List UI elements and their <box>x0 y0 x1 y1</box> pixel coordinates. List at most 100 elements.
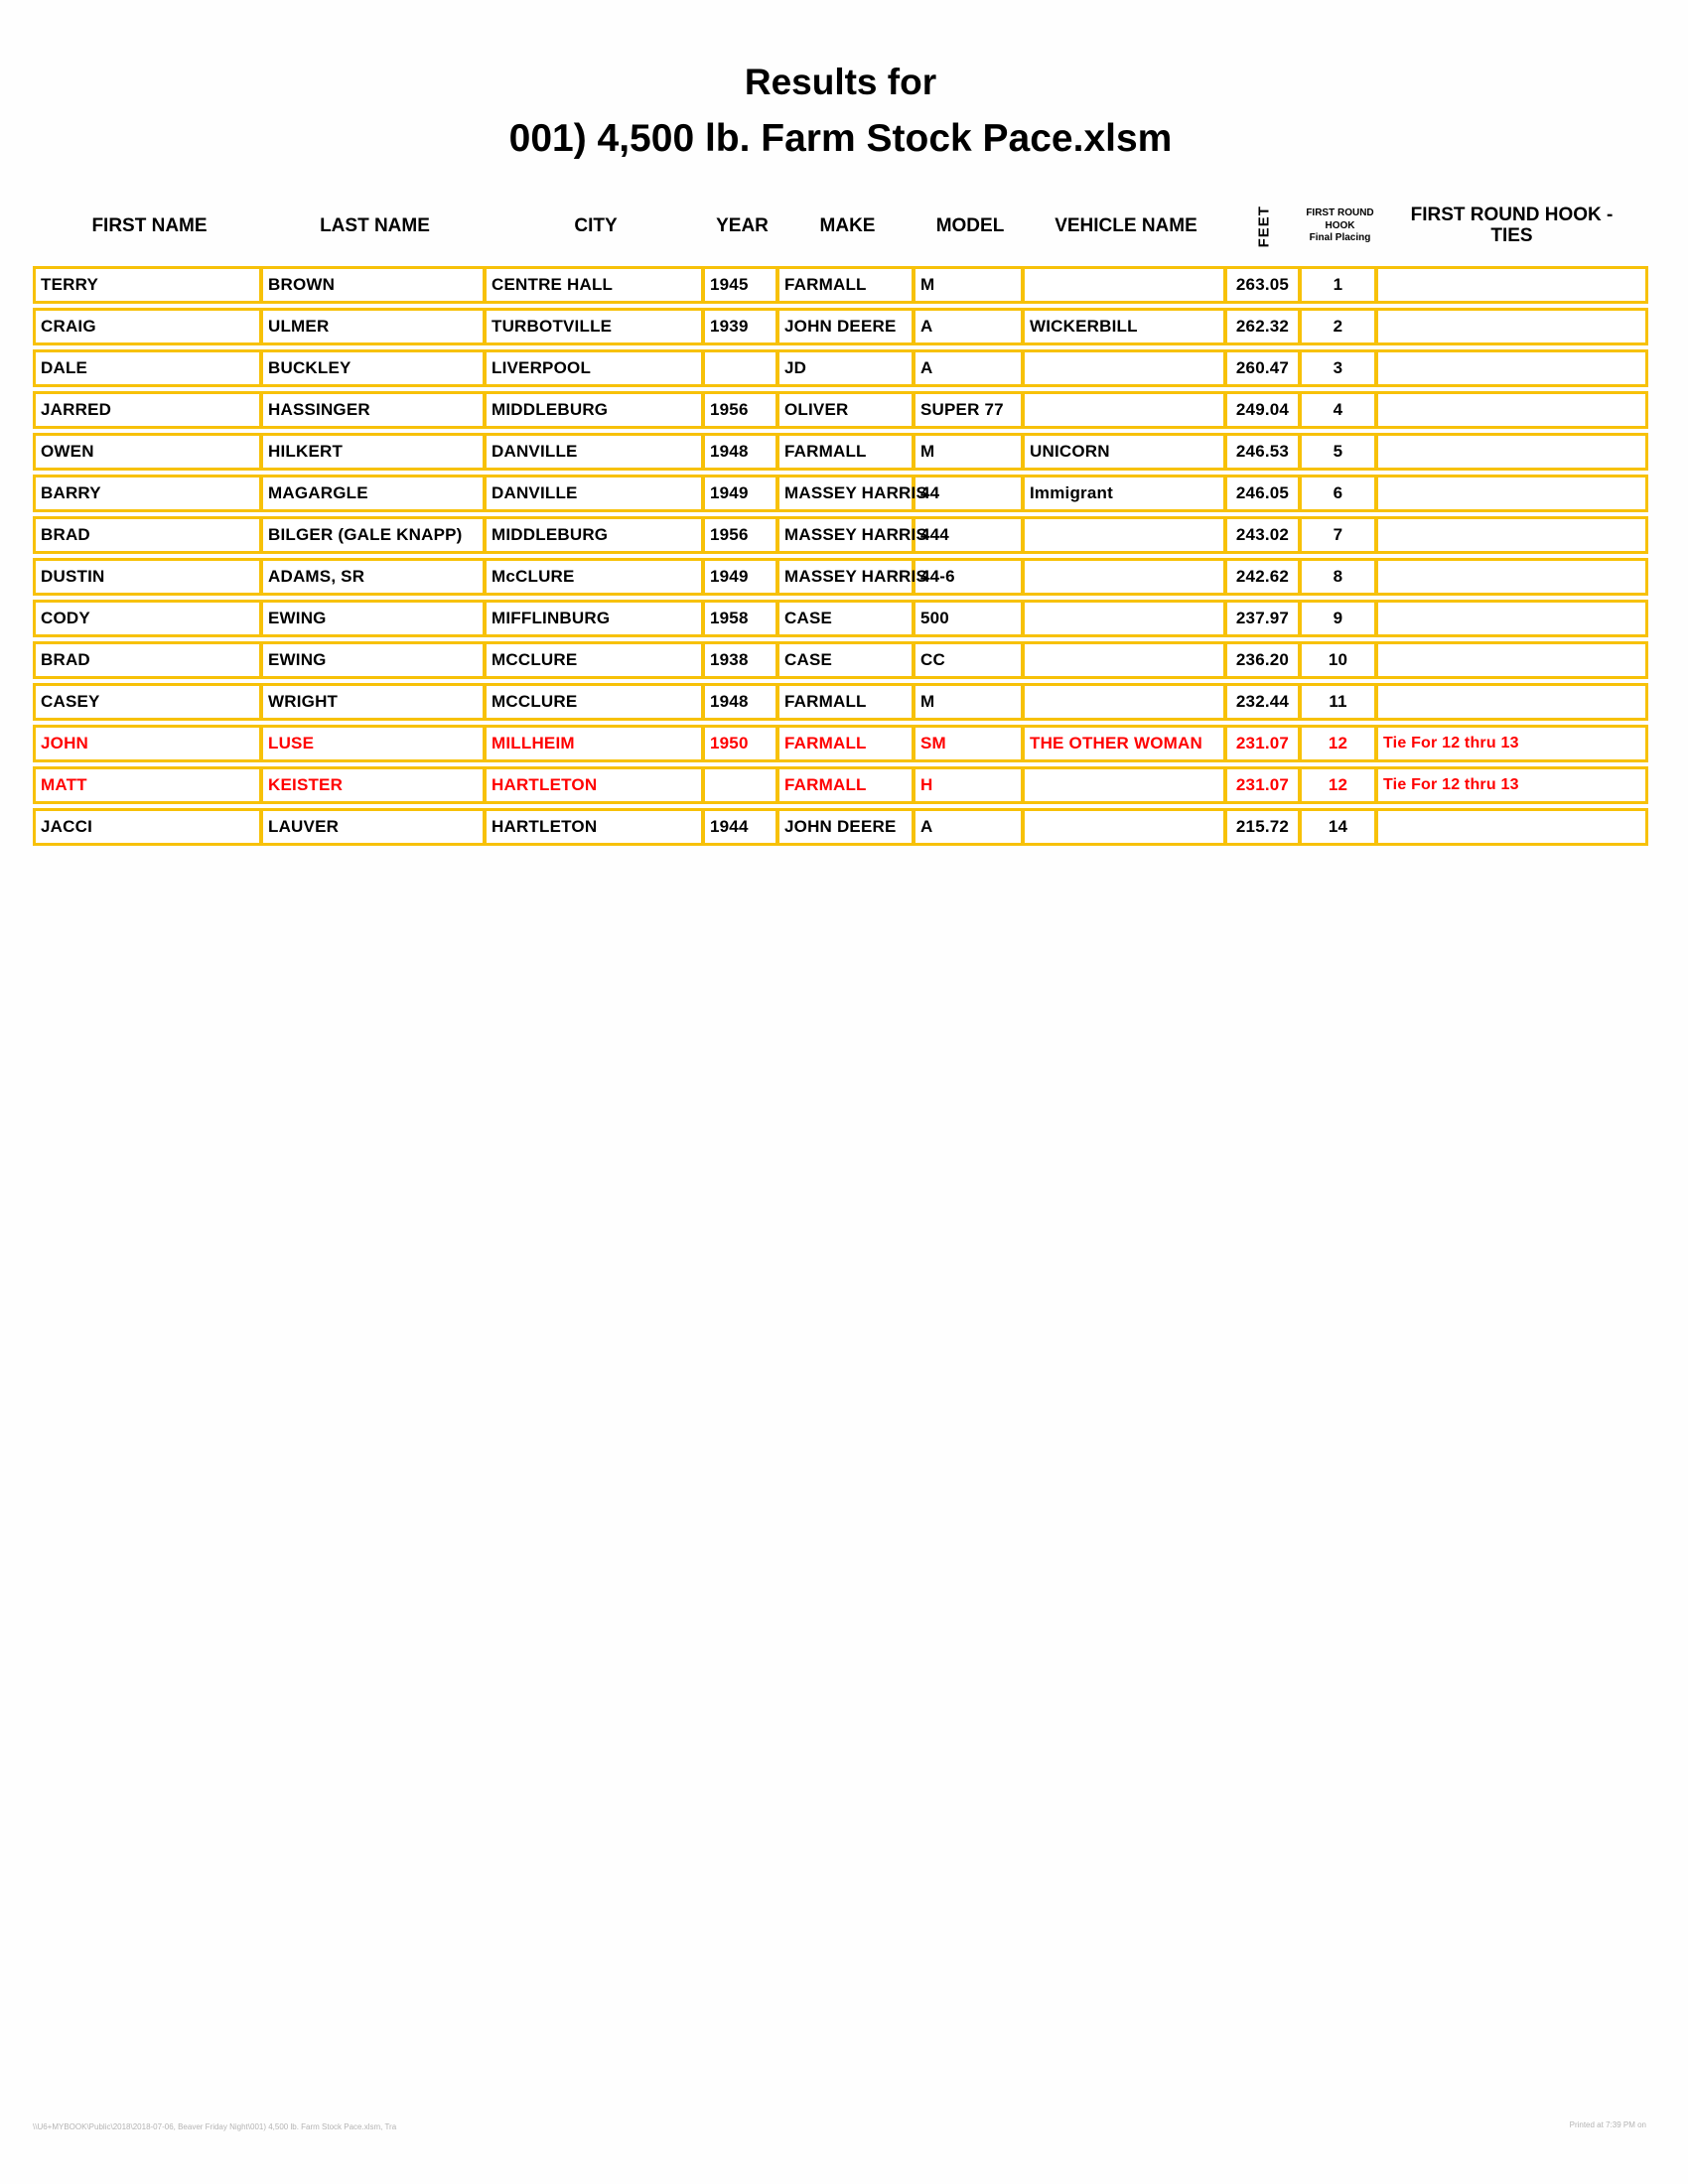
column-header-ties: FIRST ROUND HOOK - TIES <box>1410 205 1614 246</box>
cell-place: 1 <box>1302 269 1378 301</box>
cell-ties <box>1378 478 1645 509</box>
title-results-for: Results for <box>744 62 937 102</box>
cell-model: CC <box>915 644 1025 676</box>
cell-vehicle-name <box>1025 519 1227 551</box>
table-row: MATT KEISTER HARTLETON FARMALL H 231.07 12 Tie … <box>33 766 1648 804</box>
cell-last-name: BROWN <box>263 269 487 301</box>
table-row: CRAIG ULMER TURBOTVILLE 1939 JOHN DEERE A WICK… <box>33 308 1648 345</box>
cell-last-name: MAGARGLE <box>263 478 487 509</box>
cell-year: 1949 <box>705 478 779 509</box>
cell-model: M <box>915 269 1025 301</box>
cell-vehicle-name <box>1025 686 1227 718</box>
cell-city: CENTRE HALL <box>487 269 705 301</box>
cell-vehicle-name <box>1025 769 1227 801</box>
cell-last-name: HILKERT <box>263 436 487 468</box>
cell-model: SM <box>915 728 1025 759</box>
cell-first-name: CRAIG <box>36 311 263 342</box>
cell-first-name: OWEN <box>36 436 263 468</box>
cell-first-name: DUSTIN <box>36 561 263 593</box>
cell-model: 500 <box>915 603 1025 634</box>
cell-place: 4 <box>1302 394 1378 426</box>
cell-vehicle-name <box>1025 603 1227 634</box>
footer-file-path: \\U6+MYBOOK\Public\2018\2018-07-06, Beav… <box>33 2122 397 2131</box>
cell-feet: 231.07 <box>1227 728 1302 759</box>
cell-place: 3 <box>1302 352 1378 384</box>
cell-model: A <box>915 811 1025 843</box>
cell-place: 2 <box>1302 311 1378 342</box>
cell-feet: 231.07 <box>1227 769 1302 801</box>
cell-vehicle-name: UNICORN <box>1025 436 1227 468</box>
cell-make: MASSEY HARRIS <box>779 478 927 509</box>
cell-place: 12 <box>1302 769 1378 801</box>
cell-city: MILLHEIM <box>487 728 705 759</box>
cell-make: FARMALL <box>779 686 915 718</box>
cell-first-name: JOHN <box>36 728 263 759</box>
table-row: BARRY MAGARGLE DANVILLE 1949 MASSEY HARRIS 44… <box>33 475 1648 512</box>
cell-make: FARMALL <box>779 728 915 759</box>
cell-city: MIFFLINBURG <box>487 603 705 634</box>
cell-model: M <box>915 686 1025 718</box>
cell-ties <box>1378 394 1645 426</box>
cell-make: JD <box>779 352 915 384</box>
footer-printed-timestamp: Printed at 7:39 PM on <box>1569 2120 1646 2129</box>
cell-make: MASSEY HARRIS <box>779 519 927 551</box>
cell-model: 44-6 <box>915 561 1025 593</box>
cell-last-name: ADAMS, SR <box>263 561 487 593</box>
cell-city: TURBOTVILLE <box>487 311 705 342</box>
cell-make: FARMALL <box>779 769 915 801</box>
cell-first-name: MATT <box>36 769 263 801</box>
cell-feet: 242.62 <box>1227 561 1302 593</box>
cell-last-name: EWING <box>263 644 487 676</box>
cell-city: DANVILLE <box>487 478 705 509</box>
cell-feet: 260.47 <box>1227 352 1302 384</box>
cell-place: 5 <box>1302 436 1378 468</box>
cell-last-name: BUCKLEY <box>263 352 487 384</box>
cell-ties <box>1378 311 1645 342</box>
cell-feet: 249.04 <box>1227 394 1302 426</box>
cell-ties <box>1378 686 1645 718</box>
cell-feet: 236.20 <box>1227 644 1302 676</box>
cell-year <box>705 352 779 384</box>
cell-city: HARTLETON <box>487 811 705 843</box>
cell-year: 1945 <box>705 269 779 301</box>
cell-vehicle-name <box>1025 644 1227 676</box>
cell-last-name: ULMER <box>263 311 487 342</box>
cell-feet: 215.72 <box>1227 811 1302 843</box>
table-row: CASEY WRIGHT MCCLURE 1948 FARMALL M 232.44 11 <box>33 683 1648 721</box>
cell-ties <box>1378 436 1645 468</box>
table-row: TERRY BROWN CENTRE HALL 1945 FARMALL M 263.05 1 <box>33 266 1648 304</box>
cell-year: 1948 <box>705 436 779 468</box>
cell-vehicle-name: Immigrant <box>1025 478 1227 509</box>
cell-city: MIDDLEBURG <box>487 519 705 551</box>
cell-vehicle-name <box>1025 352 1227 384</box>
cell-feet: 246.53 <box>1227 436 1302 468</box>
cell-year: 1956 <box>705 519 779 551</box>
table-row: JOHN LUSE MILLHEIM 1950 FARMALL SM THE OTHER W… <box>33 725 1648 762</box>
title-event-name: 001) 4,500 lb. Farm Stock Pace.xlsm <box>508 117 1173 160</box>
cell-city: McCLURE <box>487 561 705 593</box>
column-header-feet: FEET <box>1255 205 1273 248</box>
cell-model: A <box>915 311 1025 342</box>
cell-ties <box>1378 603 1645 634</box>
cell-city: MCCLURE <box>487 686 705 718</box>
table-row: BRAD BILGER (GALE KNAPP) MIDDLEBURG 1956 MAS… <box>33 516 1648 554</box>
cell-city: MIDDLEBURG <box>487 394 705 426</box>
cell-first-name: JARRED <box>36 394 263 426</box>
column-header-city: CITY <box>574 214 618 236</box>
cell-model: A <box>915 352 1025 384</box>
cell-year: 1939 <box>705 311 779 342</box>
cell-vehicle-name: THE OTHER WOMAN <box>1025 728 1227 759</box>
cell-ties <box>1378 519 1645 551</box>
column-header-first-round-hook: FIRST ROUND HOOK Final Placing <box>1302 207 1378 245</box>
cell-vehicle-name <box>1025 811 1227 843</box>
cell-vehicle-name <box>1025 561 1227 593</box>
cell-last-name: LUSE <box>263 728 487 759</box>
cell-place: 6 <box>1302 478 1378 509</box>
cell-vehicle-name <box>1025 394 1227 426</box>
cell-place: 12 <box>1302 728 1378 759</box>
cell-year: 1949 <box>705 561 779 593</box>
cell-first-name: JACCI <box>36 811 263 843</box>
cell-year: 1958 <box>705 603 779 634</box>
cell-make: CASE <box>779 603 915 634</box>
